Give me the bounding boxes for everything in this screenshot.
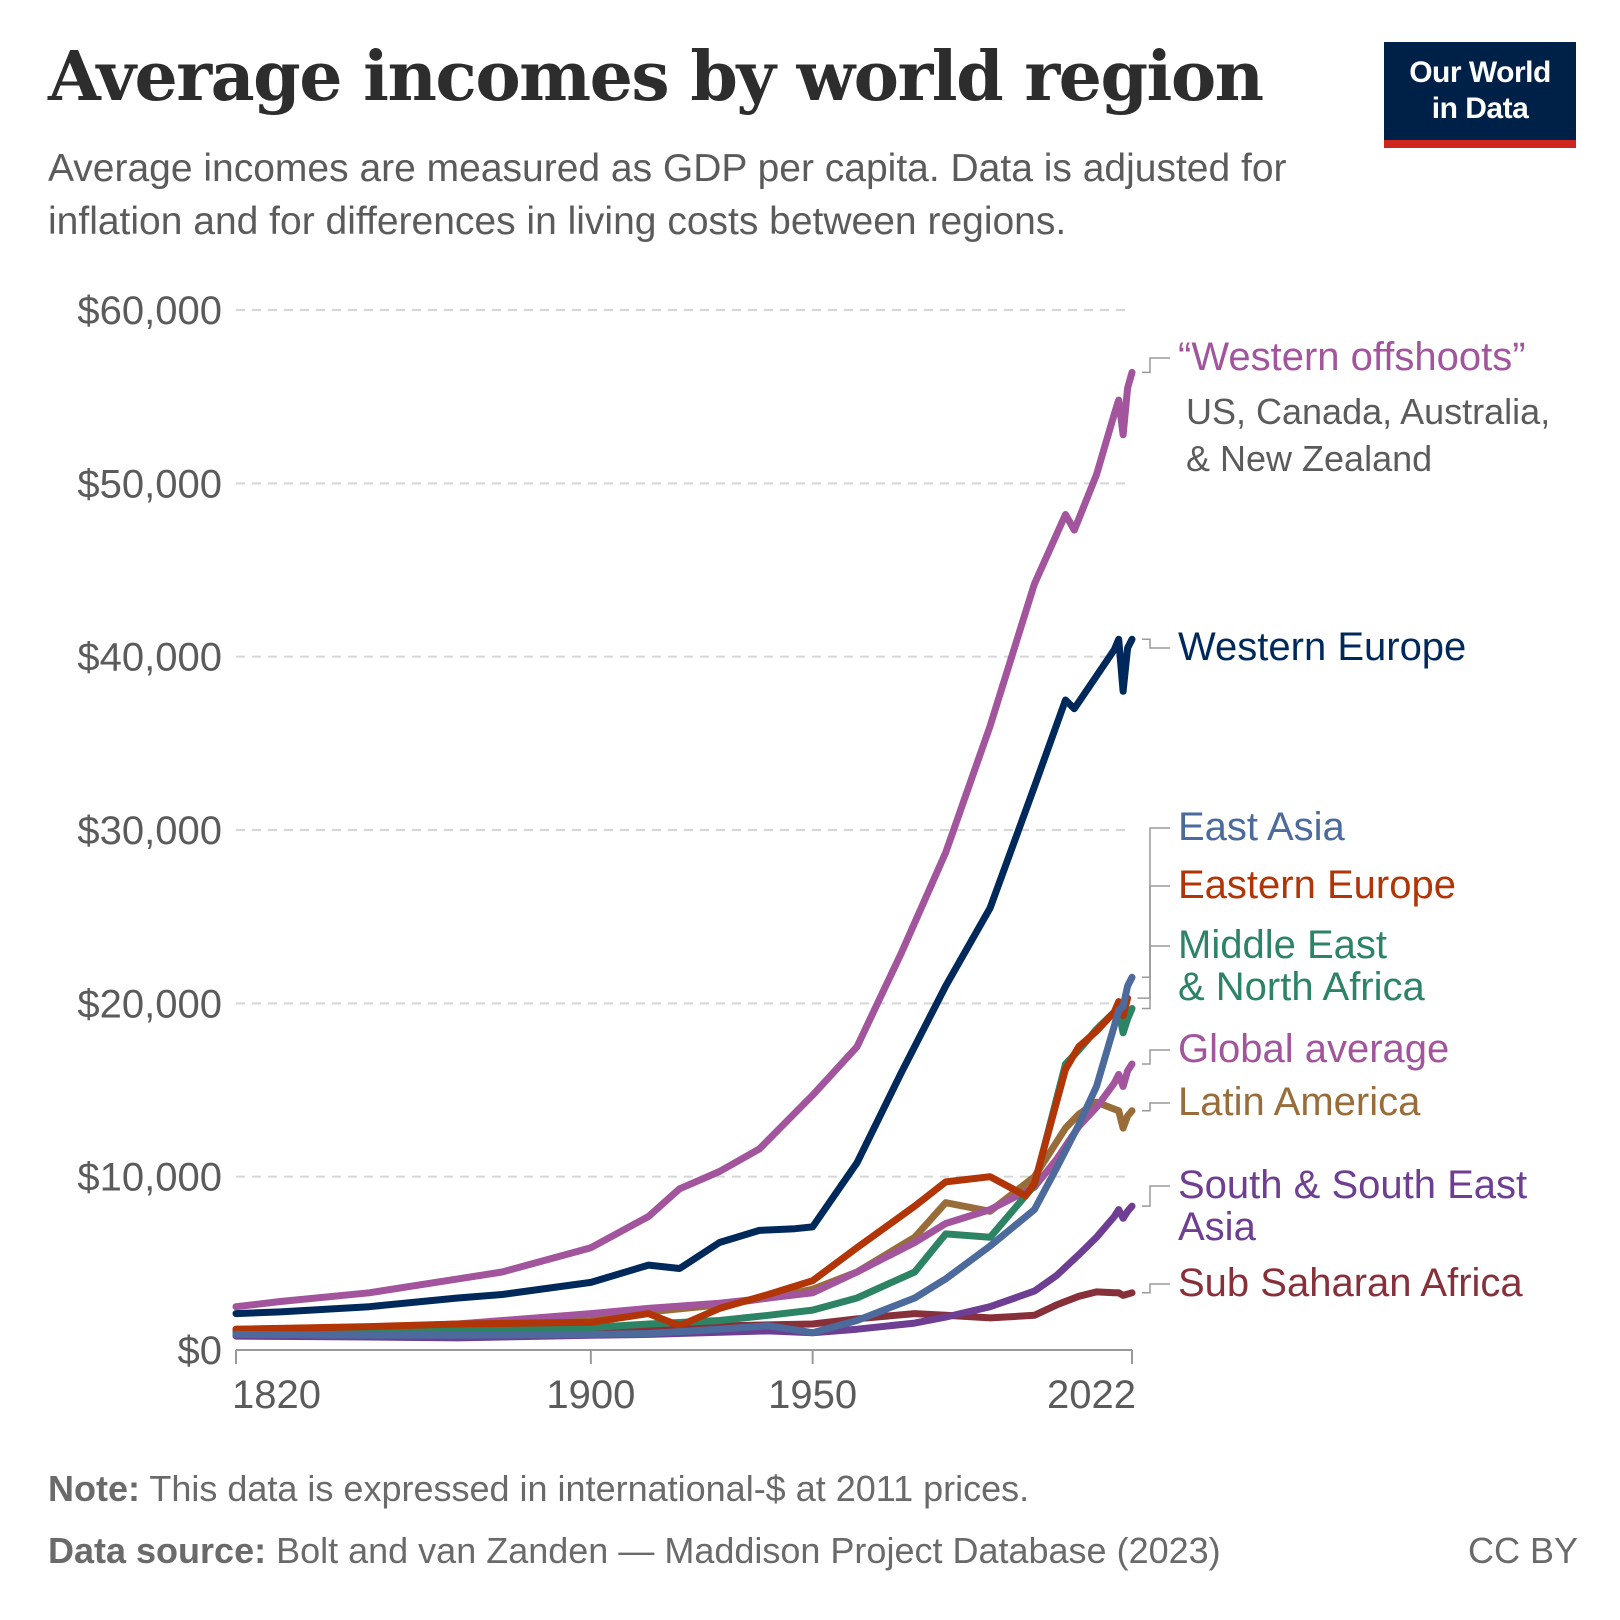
label-connector bbox=[1137, 885, 1170, 999]
series-line-western-europe[interactable] bbox=[232, 635, 1136, 1318]
label-connector bbox=[1142, 638, 1170, 649]
series-labels: Sub Saharan Africa South & South EastAsia… bbox=[1178, 335, 1550, 1305]
owid-logo[interactable]: Our World in Data bbox=[1384, 42, 1576, 148]
x-tick-label: 1820 bbox=[232, 1373, 321, 1417]
logo-line-2: in Data bbox=[1431, 92, 1529, 125]
label-connector bbox=[1142, 1283, 1170, 1294]
label-connector bbox=[1142, 827, 1170, 979]
series-line-global-average[interactable] bbox=[232, 1060, 1136, 1335]
label-connector bbox=[1142, 357, 1170, 374]
y-tick-label: $30,000 bbox=[77, 809, 222, 853]
series-label-eastern-europe: Eastern Europe bbox=[1178, 863, 1456, 907]
data-source: Data source: Bolt and van Zanden — Maddi… bbox=[48, 1530, 1221, 1572]
note-label: Note: bbox=[48, 1468, 140, 1509]
series-line-east-asia[interactable] bbox=[232, 973, 1136, 1339]
series-label-south-south-east-asia: Asia bbox=[1178, 1205, 1257, 1249]
y-tick-label: $20,000 bbox=[77, 982, 222, 1026]
source-label: Data source: bbox=[48, 1530, 267, 1571]
series-label-western-offshoots: “Western offshoots” bbox=[1178, 335, 1526, 379]
series-label-global-average: Global average bbox=[1178, 1027, 1449, 1071]
axes: $0 $10,000 $20,000 $30,000 $40,000 $50,000 $60… bbox=[77, 289, 1136, 1417]
series-lines bbox=[232, 368, 1136, 1342]
series-label-latin-america: Latin America bbox=[1178, 1080, 1421, 1124]
logo-line-1: Our World bbox=[1409, 56, 1551, 89]
series-sublabel: US, Canada, Australia, bbox=[1186, 391, 1550, 432]
note-text: This data is expressed in international-… bbox=[140, 1468, 1030, 1509]
source-text[interactable]: Bolt and van Zanden — Maddison Project D… bbox=[266, 1530, 1221, 1571]
label-connector bbox=[1142, 1049, 1170, 1065]
license-link[interactable]: CC BY bbox=[1467, 1530, 1578, 1571]
y-tick-label: $0 bbox=[178, 1329, 223, 1373]
label-connector bbox=[1142, 1185, 1170, 1207]
x-tick-label: 1950 bbox=[768, 1373, 857, 1417]
series-label-south-south-east-asia: South & South East bbox=[1178, 1163, 1527, 1207]
series-label-middle-east-north-africa: & North Africa bbox=[1178, 965, 1426, 1009]
grid-lines bbox=[236, 309, 1132, 1178]
x-tick-label: 1900 bbox=[546, 1373, 635, 1417]
chart-note: Note: This data is expressed in internat… bbox=[48, 1468, 1029, 1510]
label-connector bbox=[1142, 1102, 1170, 1112]
x-tick-label: 2022 bbox=[1047, 1373, 1136, 1417]
series-line-middle-east-north-africa[interactable] bbox=[232, 1005, 1136, 1337]
y-tick-label: $40,000 bbox=[77, 636, 222, 680]
y-tick-label: $50,000 bbox=[77, 462, 222, 506]
series-sublabel: & New Zealand bbox=[1186, 438, 1432, 479]
chart-title: Average incomes by world region bbox=[48, 37, 1264, 117]
series-line-western-offshoots[interactable] bbox=[232, 368, 1136, 1311]
label-connectors bbox=[1137, 357, 1170, 1294]
chart-subtitle: Average incomes are measured as GDP per … bbox=[48, 147, 1287, 244]
series-label-western-europe: Western Europe bbox=[1178, 625, 1466, 669]
y-tick-label: $60,000 bbox=[77, 289, 222, 333]
series-line-eastern-europe[interactable] bbox=[232, 994, 1132, 1333]
series-label-sub-saharan-africa: Sub Saharan Africa bbox=[1178, 1261, 1523, 1305]
series-label-east-asia: East Asia bbox=[1178, 805, 1346, 849]
y-tick-label: $10,000 bbox=[77, 1156, 222, 1200]
series-label-middle-east-north-africa: Middle East bbox=[1178, 923, 1387, 967]
